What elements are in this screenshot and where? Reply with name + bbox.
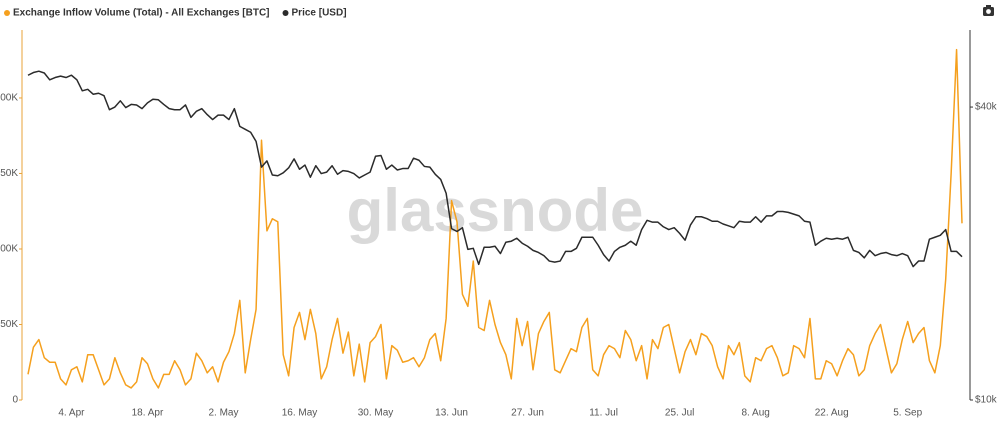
legend-label: Price [USD] (292, 8, 347, 19)
y-tick-label: 100K (0, 244, 18, 255)
x-tick-label: 30. May (358, 408, 394, 419)
x-tick-label: 22. Aug (815, 408, 849, 419)
legend: Exchange Inflow Volume (Total) - All Exc… (4, 8, 347, 19)
legend-dot (282, 10, 289, 16)
x-tick-label: 4. Apr (58, 408, 85, 419)
y2-tick-label: $10k (975, 395, 998, 406)
x-tick-label: 8. Aug (741, 408, 769, 419)
x-tick-label: 25. Jul (665, 408, 694, 419)
x-tick-label: 16. May (282, 408, 318, 419)
x-tick-label: 5. Sep (893, 408, 922, 419)
y-tick-label: 150K (0, 168, 18, 179)
y2-tick-label: $40k (975, 102, 998, 113)
series-line (27, 70, 963, 268)
y-tick-label: 200K (0, 93, 18, 104)
legend-label: Exchange Inflow Volume (Total) - All Exc… (13, 8, 270, 19)
x-tick-label: 2. May (208, 408, 238, 419)
series-line (27, 48, 963, 389)
x-tick-label: 27. Jun (511, 408, 544, 419)
legend-dot (4, 10, 10, 16)
x-tick-label: 13. Jun (435, 408, 468, 419)
y-tick-label: 50K (0, 319, 18, 330)
x-tick-label: 11. Jul (589, 408, 618, 419)
camera-icon[interactable] (983, 5, 994, 16)
x-tick-label: 18. Apr (132, 408, 164, 419)
y-tick-label: 0 (12, 395, 18, 406)
watermark: glassnode (347, 177, 644, 244)
